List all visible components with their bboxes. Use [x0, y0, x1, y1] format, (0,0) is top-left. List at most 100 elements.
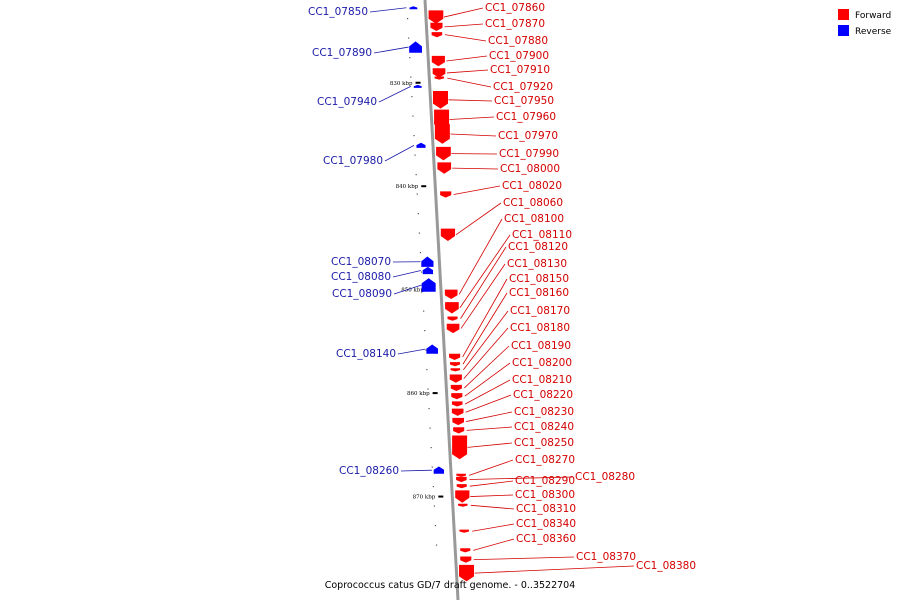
gene-label-cc1_07990[interactable]: CC1_07990 [499, 148, 559, 160]
reverse-gene-cc1_07850[interactable] [409, 6, 418, 10]
gene-label-cc1_08140[interactable]: CC1_08140 [336, 348, 396, 360]
gene-label-cc1_08080[interactable]: CC1_08080 [331, 271, 391, 283]
forward-gene-cc1_08380[interactable] [459, 564, 475, 582]
gene-label-cc1_08060[interactable]: CC1_08060 [503, 197, 563, 209]
forward-gene-cc1_08210[interactable] [451, 401, 463, 407]
gene-label-cc1_07970[interactable]: CC1_07970 [498, 130, 558, 142]
gene-label-cc1_08300[interactable]: CC1_08300 [515, 489, 575, 501]
gene-label-cc1_08160[interactable]: CC1_08160 [509, 287, 569, 299]
reverse-gene-cc1_08090[interactable] [421, 278, 436, 292]
gene-label-cc1_08120[interactable]: CC1_08120 [508, 241, 568, 253]
forward-gene-cc1_08290[interactable] [456, 484, 467, 489]
forward-gene-cc1_08150[interactable] [449, 353, 461, 360]
gene-label-cc1_08280[interactable]: CC1_08280 [575, 471, 635, 483]
forward-gene-cc1_08370[interactable] [460, 556, 472, 563]
gene-label-cc1_08150[interactable]: CC1_08150 [509, 273, 569, 285]
gene-label-cc1_08310[interactable]: CC1_08310 [516, 503, 576, 515]
minor-dot [419, 252, 422, 254]
forward-gene-cc1_08240[interactable] [453, 427, 465, 434]
forward-gene-cc1_07860[interactable] [428, 10, 444, 24]
gene-label-cc1_08090[interactable]: CC1_08090 [332, 288, 392, 300]
gene-label-cc1_08240[interactable]: CC1_08240 [514, 421, 574, 433]
gene-label-cc1_08000[interactable]: CC1_08000 [500, 163, 560, 175]
forward-gene-cc1_07900[interactable] [431, 55, 445, 67]
gene-label-cc1_07880[interactable]: CC1_07880 [488, 35, 548, 47]
gene-label-cc1_08380[interactable]: CC1_08380 [636, 560, 696, 572]
forward-gene-cc1_08360[interactable] [460, 548, 471, 553]
forward-gene-cc1_08250[interactable] [452, 435, 468, 460]
forward-gene-cc1_08230[interactable] [452, 417, 464, 426]
forward-gene-cc1_08160[interactable] [449, 362, 461, 367]
gene-label-cc1_08260[interactable]: CC1_08260 [339, 465, 399, 477]
reverse-gene-cc1_08140[interactable] [426, 344, 438, 354]
gene-label-cc1_08180[interactable]: CC1_08180 [510, 322, 570, 334]
forward-gene-cc1_07990[interactable] [436, 146, 451, 161]
forward-gene-cc1_08280[interactable] [456, 476, 467, 483]
gene-label-cc1_08220[interactable]: CC1_08220 [513, 389, 573, 401]
forward-gene-cc1_08200[interactable] [451, 393, 463, 400]
gene-label-cc1_08290[interactable]: CC1_08290 [515, 475, 575, 487]
forward-gene-cc1_08170[interactable] [450, 368, 461, 372]
gene-label-cc1_08190[interactable]: CC1_08190 [511, 340, 571, 352]
forward-gene-cc1_08020[interactable] [440, 191, 452, 198]
forward-gene-cc1_08120[interactable] [447, 316, 458, 321]
gene-label-cc1_08210[interactable]: CC1_08210 [512, 374, 572, 386]
reverse-gene-cc1_07980[interactable] [416, 142, 426, 148]
forward-gene-cc1_08000[interactable] [437, 162, 452, 174]
forward-gene-cc1_07880[interactable] [431, 32, 443, 38]
gene-label-cc1_08340[interactable]: CC1_08340 [516, 518, 576, 530]
gene-label-cc1_07860[interactable]: CC1_07860 [485, 2, 545, 14]
forward-gene-cc1_07920[interactable] [434, 76, 445, 80]
reverse-gene-cc1_08080[interactable] [422, 266, 434, 275]
forward-gene-cc1_08060[interactable] [440, 228, 456, 242]
leader-line [450, 133, 497, 137]
gene-label-cc1_08020[interactable]: CC1_08020 [502, 180, 562, 192]
reverse-gene-cc1_07890[interactable] [409, 41, 423, 53]
gene-label-cc1_07910[interactable]: CC1_07910 [490, 64, 550, 76]
legend-forward-swatch [838, 9, 849, 20]
gene-label-cc1_07960[interactable]: CC1_07960 [496, 111, 556, 123]
gene-label-cc1_08200[interactable]: CC1_08200 [512, 357, 572, 369]
forward-gene-cc1_08300[interactable] [455, 490, 470, 503]
forward-gene-cc1_08110[interactable] [445, 302, 459, 314]
gene-label-cc1_07900[interactable]: CC1_07900 [489, 50, 549, 62]
forward-gene-cc1_08310[interactable] [458, 503, 468, 507]
reverse-gene-cc1_08260[interactable] [433, 466, 445, 474]
gene-label-cc1_08170[interactable]: CC1_08170 [510, 305, 570, 317]
forward-gene-cc1_07910[interactable] [432, 68, 446, 78]
gene-label-cc1_08360[interactable]: CC1_08360 [516, 533, 576, 545]
gene-label-cc1_07950[interactable]: CC1_07950 [494, 95, 554, 107]
gene-label-cc1_08130[interactable]: CC1_08130 [507, 258, 567, 270]
gene-label-cc1_08070[interactable]: CC1_08070 [331, 256, 391, 268]
gene-label-cc1_08100[interactable]: CC1_08100 [504, 213, 564, 225]
tick-mark [415, 81, 421, 84]
forward-gene-cc1_08190[interactable] [450, 384, 462, 392]
reverse-gene-cc1_08070[interactable] [421, 256, 434, 267]
forward-gene-cc1_07970[interactable] [434, 124, 450, 144]
gene-label-cc1_07870[interactable]: CC1_07870 [485, 18, 545, 30]
forward-gene-cc1_08220[interactable] [451, 408, 464, 416]
forward-gene-cc1_08180[interactable] [449, 374, 462, 383]
map-caption: Coprococcus catus GD/7 draft genome. - 0… [325, 580, 576, 591]
gene-label-cc1_07920[interactable]: CC1_07920 [493, 81, 553, 93]
gene-label-cc1_07940[interactable]: CC1_07940 [317, 96, 377, 108]
forward-gene-cc1_08130[interactable] [446, 323, 460, 334]
gene-label-layer: CC1_07850 CC1_07890 CC1_07940 CC1_07980 CC1_… [308, 2, 696, 572]
leader-line [459, 234, 511, 308]
reverse-gene-cc1_07940[interactable] [413, 84, 422, 88]
forward-gene-cc1_07950[interactable] [432, 91, 448, 109]
gene-label-cc1_08270[interactable]: CC1_08270 [515, 454, 575, 466]
forward-gene-cc1_07870[interactable] [430, 22, 443, 32]
minor-dot [418, 232, 420, 234]
gene-label-cc1_08370[interactable]: CC1_08370 [576, 551, 636, 563]
gene-label-cc1_07890[interactable]: CC1_07890 [312, 47, 372, 59]
gene-label-cc1_07980[interactable]: CC1_07980 [323, 155, 383, 167]
forward-gene-cc1_08340[interactable] [459, 529, 469, 533]
leader-line [464, 362, 511, 397]
forward-gene-cc1_08100[interactable] [444, 289, 458, 299]
forward-gene-cc1_08270[interactable] [456, 473, 466, 477]
gene-label-cc1_08110[interactable]: CC1_08110 [512, 229, 572, 241]
gene-label-cc1_08250[interactable]: CC1_08250 [514, 437, 574, 449]
gene-label-cc1_08230[interactable]: CC1_08230 [514, 406, 574, 418]
gene-label-cc1_07850[interactable]: CC1_07850 [308, 6, 368, 18]
